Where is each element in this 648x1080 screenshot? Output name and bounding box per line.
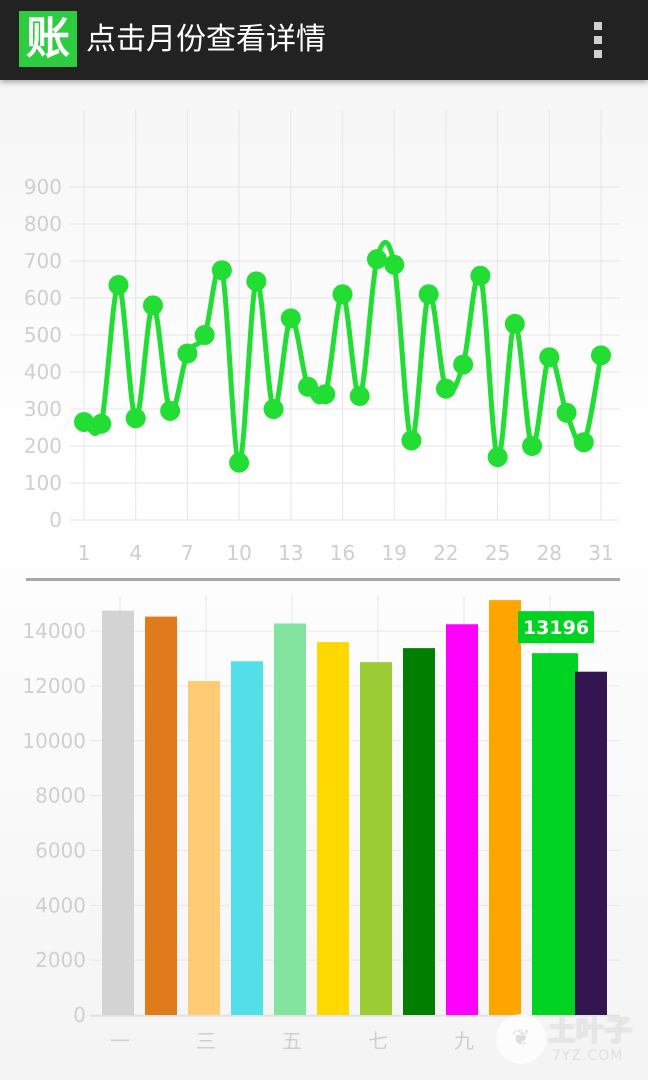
bar — [360, 662, 392, 1015]
data-point — [591, 345, 611, 366]
x-tick-label: 19 — [381, 541, 406, 565]
x-tick-label: 三 — [196, 1029, 216, 1053]
x-tick-label: 五 — [282, 1029, 302, 1053]
data-point — [315, 384, 336, 405]
y-tick-label: 900 — [24, 175, 62, 199]
data-point — [246, 271, 267, 292]
y-tick-label: 12000 — [22, 674, 86, 698]
x-tick-label: 一 — [110, 1029, 130, 1053]
y-tick-label: 6000 — [35, 838, 86, 862]
y-tick-label: 0 — [49, 508, 62, 532]
bar — [231, 661, 263, 1015]
y-tick-label: 2000 — [35, 948, 86, 972]
bar — [403, 648, 435, 1015]
data-point — [401, 430, 422, 451]
y-tick-label: 700 — [24, 249, 62, 273]
data-point — [435, 378, 456, 399]
data-point — [504, 313, 525, 334]
y-tick-label: 200 — [24, 434, 62, 458]
bar — [102, 610, 134, 1015]
data-point — [539, 347, 560, 368]
data-point — [160, 400, 181, 421]
x-tick-label: 七 — [368, 1029, 388, 1053]
x-tick-label: 28 — [537, 541, 562, 565]
bar — [446, 624, 478, 1015]
data-point — [332, 284, 353, 305]
overflow-menu-button[interactable] — [578, 14, 618, 66]
data-point — [74, 411, 94, 432]
value-label: 13196 — [523, 617, 589, 639]
y-tick-label: 0 — [73, 1003, 86, 1027]
data-point — [573, 432, 594, 453]
chart-divider — [26, 578, 620, 581]
y-tick-label: 400 — [24, 360, 62, 384]
data-point — [125, 408, 146, 429]
x-tick-label: 16 — [330, 541, 355, 565]
y-tick-label: 10000 — [22, 729, 86, 753]
data-point — [280, 308, 301, 329]
bar — [575, 671, 607, 1015]
x-tick-label: 25 — [485, 541, 510, 565]
action-bar: 账 点击月份查看详情 — [0, 0, 648, 80]
data-point — [108, 275, 129, 296]
x-tick-label: 22 — [433, 541, 458, 565]
data-point — [91, 413, 112, 434]
data-point — [298, 376, 319, 397]
monthly-bar-chart[interactable]: 0 2000 4000 6000 8000 10000 12000 14000 一 三 五 七 九 131… — [0, 580, 648, 1080]
data-point — [384, 254, 405, 275]
x-tick-label: 九 — [454, 1029, 474, 1053]
y-tick-label: 8000 — [35, 784, 86, 808]
x-tick-label: 31 — [588, 541, 613, 565]
y-tick-label: 100 — [24, 471, 62, 495]
bar — [489, 600, 521, 1015]
y-tick-label: 14000 — [22, 619, 86, 643]
app-logo-icon: 账 — [19, 11, 77, 67]
x-tick-label: 7 — [181, 541, 194, 565]
dot-icon — [594, 50, 602, 58]
data-point — [349, 386, 370, 407]
data-point — [177, 343, 198, 364]
daily-line-chart[interactable]: 0 100 200 300 400 500 600 700 800 900 1 4 7 10 13 16 19 2… — [0, 80, 648, 578]
data-point — [263, 399, 284, 419]
x-tick-label: 13 — [278, 541, 303, 565]
data-point — [453, 354, 474, 375]
bar — [145, 616, 177, 1015]
data-point — [211, 260, 232, 281]
data-point — [366, 249, 387, 270]
x-tick-label: 1 — [78, 541, 91, 565]
page-title: 点击月份查看详情 — [86, 22, 326, 57]
watermark-leaf-icon: ❦ — [496, 1014, 546, 1064]
dot-icon — [594, 22, 602, 30]
bar — [532, 653, 578, 1015]
bar — [317, 642, 349, 1015]
data-point — [556, 402, 577, 423]
data-point — [470, 265, 491, 286]
data-point — [418, 284, 439, 305]
y-tick-label: 300 — [24, 397, 62, 421]
y-tick-label: 4000 — [35, 893, 86, 917]
watermark-subtext: 7YZ.COM — [552, 1048, 624, 1064]
data-point — [229, 452, 250, 473]
data-point — [142, 295, 163, 316]
y-tick-label: 600 — [24, 286, 62, 310]
data-point — [194, 325, 215, 345]
x-tick-label: 4 — [129, 541, 142, 565]
bar — [188, 681, 220, 1015]
y-tick-label: 500 — [24, 323, 62, 347]
watermark: ❦ 土叶子 7YZ.COM — [496, 1014, 642, 1072]
dot-icon — [594, 36, 602, 44]
y-tick-label: 800 — [24, 212, 62, 236]
watermark-text: 土叶子 — [548, 1014, 633, 1047]
data-point — [487, 447, 508, 468]
x-tick-label: 10 — [226, 541, 251, 565]
value-label-box — [518, 611, 594, 644]
data-point — [522, 436, 543, 456]
bar — [274, 623, 306, 1015]
